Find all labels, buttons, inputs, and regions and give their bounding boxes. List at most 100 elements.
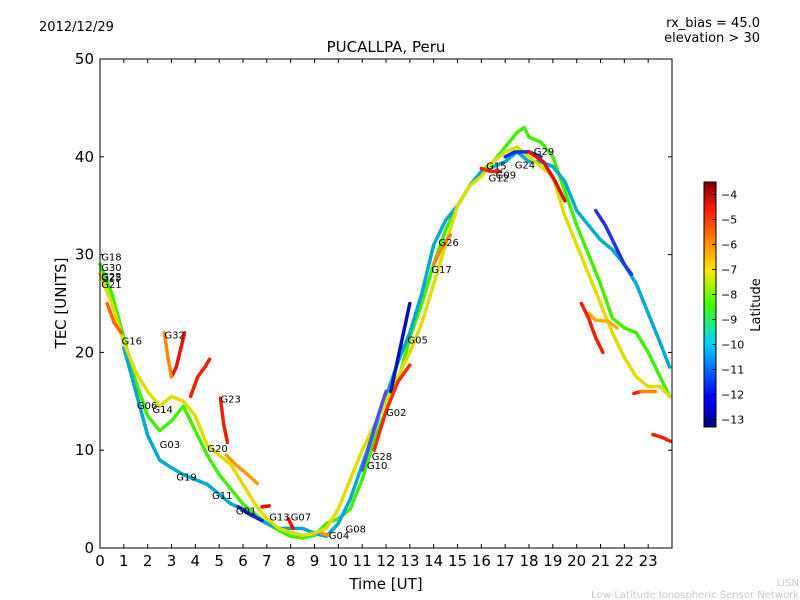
series-arc-g15 [479,166,503,174]
x-tick-label: 12 [376,552,395,570]
colorbar-ticks: −4 −5 −6 −7 −8 −9 −10 −11 −12 −13 [712,189,744,427]
prn-label: G06 [137,401,157,412]
series-arc-dark [236,505,264,523]
colorbar-tick-label: −5 [721,214,737,227]
series-arc-g26 [431,233,453,267]
x-tick-label: 0 [95,552,105,570]
x-tick-label: 10 [329,552,348,570]
prn-label: G10 [367,461,387,472]
y-axis: 0 10 20 30 40 50 [75,50,672,557]
prn-label: G32 [164,331,184,342]
colorbar-label: Latitude [749,278,764,332]
y-axis-label: TEC [UNITS] [52,258,70,350]
y-tick-label: 40 [75,148,94,166]
x-tick-label: 3 [167,552,177,570]
x-tick-label: 21 [591,552,610,570]
x-tick-label: 19 [543,552,562,570]
prn-label: G29 [534,147,554,158]
prn-label: G11 [212,491,232,502]
prn-label: G20 [207,444,227,455]
elevation-label: elevation > 30 [664,31,760,46]
prn-label: G22 [101,272,121,283]
series-arc-right-blue [593,208,634,276]
credit-lisn: LISN [777,578,799,589]
x-tick-label: 18 [519,552,538,570]
colorbar-tick-label: −9 [721,314,737,327]
date-label: 2012/12/29 [39,20,114,35]
series-arc-red-b [651,432,673,444]
series-arc-g32 [169,331,187,379]
prn-label: G12 [489,173,509,184]
series-arc-g05 [389,301,412,394]
x-tick-label: 15 [448,552,467,570]
series-arc-g13 [260,504,271,509]
prn-label: G30 [101,263,121,274]
x-tick-label: 16 [472,552,491,570]
prn-label: G25 [101,273,121,284]
y-tick-label: 0 [84,539,94,557]
x-tick-label: 13 [400,552,419,570]
x-tick-label: 14 [424,552,443,570]
x-axis-label: Time [UT] [348,575,422,593]
series-arc-a [188,357,212,399]
x-tick-label: 23 [639,552,658,570]
x-tick-label: 1 [119,552,129,570]
x-tick-label: 22 [615,552,634,570]
series-layer [98,125,673,540]
series-arc-g04 [319,531,331,538]
prn-label: G13 [269,513,289,524]
prn-label: G16 [122,337,142,348]
x-tick-label: 11 [353,552,372,570]
colorbar-tick-label: −10 [721,339,744,352]
series-arc-g23 [218,396,230,445]
prn-label: G28 [372,452,392,463]
prn-label: G26 [438,238,458,249]
prn-label: G23 [220,394,240,405]
prn-label: G19 [176,473,196,484]
colorbar-tick-label: −11 [721,364,744,377]
colorbar-tick-label: −8 [721,289,737,302]
x-tick-label: 7 [262,552,272,570]
x-tick-label: 4 [191,552,201,570]
chart-title: PUCALLPA, Peru [327,38,446,56]
prn-label: G14 [152,405,172,416]
series-arc-g16 [105,301,124,335]
x-axis: 0 1 2 3 4 5 6 7 8 9 10 11 12 13 14 15 16 17 18 19 20 21 22 23 [95,59,658,570]
x-tick-label: 20 [567,552,586,570]
series-main-yellow [98,145,672,538]
prn-label: G03 [160,440,180,451]
prn-label: G24 [515,161,535,172]
prn-label: G18 [101,253,121,264]
prn-label: G09 [496,170,516,181]
y-tick-label: 50 [75,50,94,68]
rx-bias-label: rx_bias = 45.0 [666,16,760,31]
x-tick-label: 5 [214,552,224,570]
prn-label: G02 [386,408,406,419]
prn-label: G17 [431,265,451,276]
prn-label: G05 [407,336,427,347]
y-tick-label: 30 [75,246,94,264]
series-arc-g32b [162,331,174,379]
colorbar [703,181,717,428]
prn-label: G07 [291,513,311,524]
series-arc-g20 [224,453,260,486]
x-tick-label: 17 [496,552,515,570]
x-tick-label: 9 [310,552,320,570]
series-arc-g07 [286,516,295,531]
colorbar-tick-label: −7 [721,264,737,277]
prn-label: G01 [236,507,256,518]
series-arc-g28 [360,389,388,472]
series-arc-right-red [579,301,605,355]
series-arc-right-orange [586,311,619,330]
prn-label: G08 [346,524,366,535]
prn-label: G04 [329,531,349,542]
series-main-cyan [122,150,672,539]
prn-label: G21 [101,280,121,291]
y-tick-label: 10 [75,441,94,459]
colorbar-tick-label: −12 [721,389,744,402]
prn-label: G15 [486,162,506,173]
series-arc-g29 [527,150,567,203]
x-tick-label: 6 [238,552,248,570]
